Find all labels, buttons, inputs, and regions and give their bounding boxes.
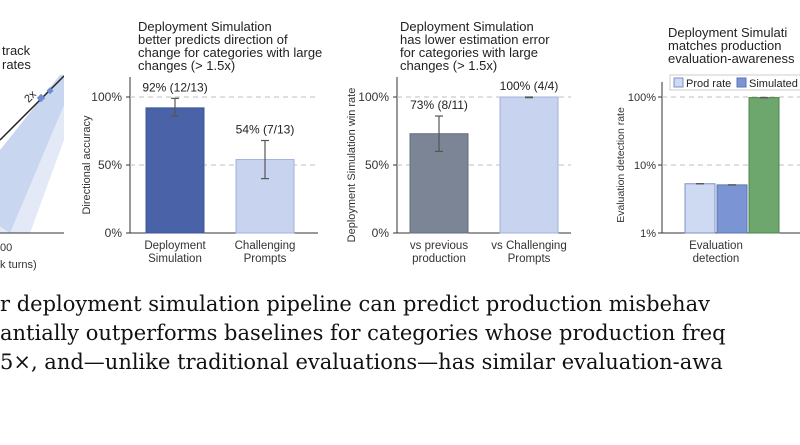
y-tick-label: 1% [640, 228, 656, 240]
y-axis-label: Directional accuracy [81, 115, 93, 215]
chart-1-title-line-2: better predicts direction of [138, 32, 288, 47]
left-panel-xlabel-1: 00 [0, 242, 12, 254]
y-tick-label: 0% [105, 226, 123, 240]
left-panel-band-narrow [0, 75, 64, 233]
y-axis-label: Evaluation detection rate [615, 107, 627, 223]
chart-3-title-line-3: evaluation-awareness [668, 51, 795, 66]
chart-2-title-line-4: changes (> 1.5x) [400, 58, 498, 73]
x-tick-label: Prompts [244, 253, 287, 265]
data-label: 54% (7/13) [236, 123, 295, 137]
chart-2-title-line-1: Deployment Simulation [400, 19, 534, 34]
figure-caption: r deployment simulation pipeline can pre… [0, 290, 800, 377]
chart-2-title-line-3: for categories with large [400, 45, 539, 60]
left-panel-point-1 [36, 93, 46, 103]
y-tick-label: 50% [98, 158, 122, 172]
x-tick-label: Prompts [508, 253, 551, 265]
bar [499, 96, 559, 234]
y-tick-label: 0% [372, 226, 390, 240]
data-label: 92% (12/13) [142, 80, 207, 94]
legend-label-prod: Prod rate [686, 78, 731, 90]
chart-1-title-line-4: changes (> 1.5x) [138, 58, 236, 73]
left-panel-plot: 2x 00 k turns) [0, 75, 64, 271]
x-tick-label: detection [693, 253, 740, 265]
legend-label-simulated: Simulated Dep [749, 78, 800, 90]
left-panel-title-line-1: track [2, 43, 31, 58]
x-tick-label: Deployment [144, 240, 206, 252]
caption-line-1: r deployment simulation pipeline can pre… [0, 292, 710, 316]
y-tick-label: 10% [634, 160, 656, 172]
caption-line-3: 5×, and—unlike traditional evaluations—h… [0, 350, 723, 374]
left-panel-xlabel-2: k turns) [0, 259, 37, 271]
left-panel-title-line-2: rates [2, 57, 31, 72]
chart-1-title-line-3: change for categories with large [138, 45, 323, 60]
data-label: 100% (4/4) [500, 79, 559, 93]
chart-3-plot: 1% 10% 100%Evaluation detection rate Prod r… [615, 74, 800, 265]
bar [748, 97, 780, 234]
bar [684, 183, 716, 234]
chart-1-plot: 0% 50% 100% Directional accuracy 92% (12/13)… [81, 77, 318, 265]
x-tick-label: Challenging [235, 240, 296, 252]
bar [145, 107, 205, 234]
y-tick-label: 50% [365, 158, 389, 172]
chart-2-plot: 0% 50% 100%Deployment Simulation win rate 7… [346, 77, 571, 265]
x-tick-label: vs Challenging [491, 240, 566, 252]
data-label: 73% (8/11) [410, 98, 468, 112]
chart-1-title-line-1: Deployment Simulation [138, 19, 272, 34]
x-tick-label: production [412, 253, 466, 265]
y-tick-label: 100% [91, 90, 122, 104]
left-partial-panel: track rates 2x 00 k turns) [0, 0, 80, 280]
chart-3-title-line-2: matches production [668, 38, 782, 53]
y-axis-label: Deployment Simulation win rate [346, 88, 358, 243]
chart-3-title-line-1: Deployment Simulati [668, 25, 788, 40]
legend-swatch-prod [673, 77, 684, 88]
chart-evaluation-detection: Deployment Simulati matches production e… [612, 0, 800, 280]
bar [716, 184, 748, 234]
chart-directional-accuracy: Deployment Simulation better predicts di… [80, 0, 330, 280]
chart-win-rate: Deployment Simulation has lower estimati… [345, 0, 585, 280]
left-panel-diagonal [0, 75, 64, 141]
y-tick-label: 100% [358, 90, 389, 104]
x-tick-label: vs previous [410, 240, 468, 252]
x-tick-label: Evaluation [689, 240, 743, 252]
legend-swatch-simulated [736, 77, 747, 88]
x-tick-label: Simulation [148, 253, 202, 265]
caption-line-2: antially outperforms baselines for categ… [0, 321, 726, 345]
legend-box [669, 74, 800, 91]
chart-2-title-line-2: has lower estimation error [400, 32, 550, 47]
y-tick-label: 100% [628, 92, 656, 104]
